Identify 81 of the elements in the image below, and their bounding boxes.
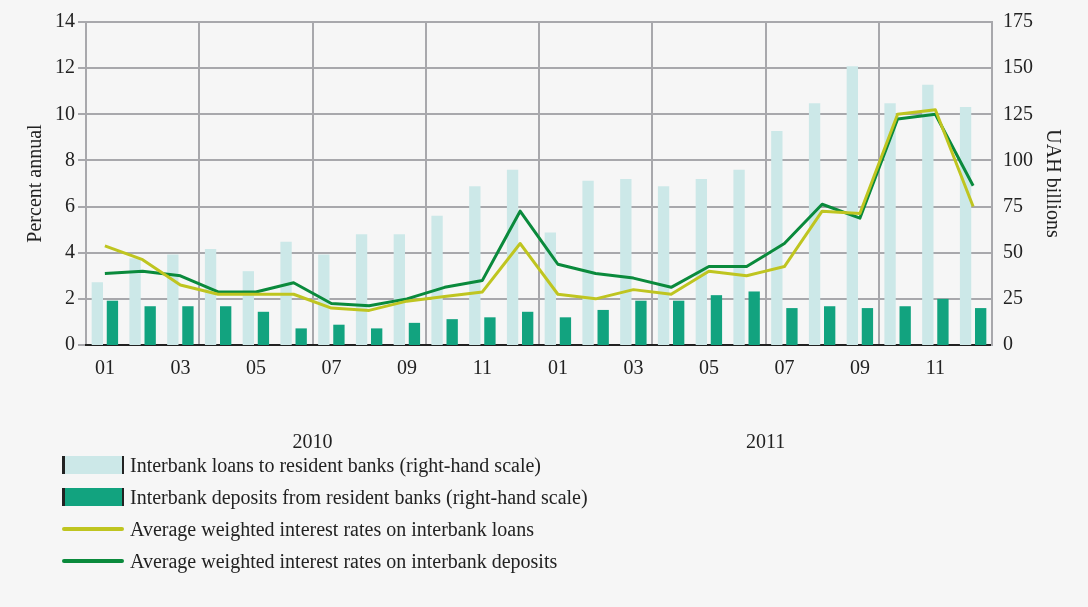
x-tick-label: 03 xyxy=(170,356,191,379)
x-tick-label: 01 xyxy=(547,356,568,379)
bar xyxy=(673,300,685,345)
y-tick-label: 12 xyxy=(55,55,75,78)
y-tick-label: 6 xyxy=(65,193,75,216)
bar xyxy=(333,324,345,345)
bar xyxy=(469,186,481,345)
bar xyxy=(484,317,496,345)
y2-axis-title: UAH billions xyxy=(1042,129,1065,238)
x-tick-label: 05 xyxy=(698,356,719,379)
y2-tick-label: 50 xyxy=(1003,239,1023,262)
bar xyxy=(446,319,458,345)
bar xyxy=(431,215,443,345)
bar xyxy=(559,317,572,345)
legend-label: Interbank deposits from resident banks (right-hand scale) xyxy=(130,485,588,509)
bar xyxy=(280,241,292,345)
y2-tick-label: 75 xyxy=(1003,193,1023,216)
y2-tick-label: 25 xyxy=(1003,286,1023,309)
bar xyxy=(129,258,141,345)
bar xyxy=(824,306,836,345)
y-tick-label: 0 xyxy=(65,332,75,355)
bar xyxy=(106,300,119,345)
x-tick-label: 07 xyxy=(321,356,342,379)
bar xyxy=(371,328,383,345)
y2-tick-label: 175 xyxy=(1003,9,1033,32)
bar xyxy=(408,322,421,345)
x-tick-label: 01 xyxy=(94,356,115,379)
bar xyxy=(91,282,103,345)
y-tick-label: 8 xyxy=(65,147,75,170)
x-tick-label: 09 xyxy=(849,356,870,379)
bar xyxy=(393,234,405,345)
bar xyxy=(733,169,745,345)
text: 2011 xyxy=(745,430,786,453)
bar xyxy=(695,178,707,345)
y-tick-label: 2 xyxy=(65,286,75,309)
bar xyxy=(786,308,798,345)
bar xyxy=(204,249,217,345)
legend-label: Average weighted interest rates on interbank loans xyxy=(130,517,534,541)
y2-tick-label: 150 xyxy=(1003,55,1033,78)
bar xyxy=(522,311,534,345)
bar xyxy=(846,66,858,345)
bar xyxy=(182,306,194,345)
x-tick-label: 11 xyxy=(472,356,493,379)
bar xyxy=(220,306,232,345)
bar xyxy=(144,306,156,345)
bar xyxy=(657,186,670,345)
bar xyxy=(771,130,783,345)
bar xyxy=(355,234,368,345)
bar xyxy=(167,254,179,345)
bar xyxy=(975,308,987,345)
y-tick-label: 10 xyxy=(55,101,75,124)
text: 2010 xyxy=(292,430,333,453)
y2-tick-label: 100 xyxy=(1003,147,1033,170)
bar xyxy=(884,103,896,345)
bar xyxy=(922,84,934,345)
legend-label: Average weighted interest rates on interbank deposits xyxy=(130,549,558,573)
bar xyxy=(899,306,911,345)
x-tick-label: 11 xyxy=(925,356,946,379)
y2-tick-label: 0 xyxy=(1003,332,1013,355)
bar xyxy=(257,311,270,345)
x-tick-label: 07 xyxy=(774,356,795,379)
y-axis-title: Percent annual xyxy=(23,123,46,243)
y2-tick-label: 125 xyxy=(1003,101,1033,124)
bar xyxy=(748,291,760,345)
x-tick-label: 03 xyxy=(623,356,644,379)
bar xyxy=(620,178,632,345)
y-tick-label: 14 xyxy=(55,9,75,32)
bar xyxy=(959,106,972,345)
bar xyxy=(808,103,821,345)
y-tick-label: 4 xyxy=(65,239,75,262)
legend-label: Interbank loans to resident banks (right-hand scale) xyxy=(130,453,541,477)
bar xyxy=(710,295,723,345)
bar xyxy=(597,309,609,345)
bar xyxy=(295,328,307,345)
bar xyxy=(635,300,647,345)
bar xyxy=(937,298,949,345)
bar xyxy=(861,308,874,345)
bar xyxy=(506,169,519,345)
bar xyxy=(582,180,594,345)
x-tick-label: 05 xyxy=(245,356,266,379)
x-tick-label: 09 xyxy=(396,356,417,379)
